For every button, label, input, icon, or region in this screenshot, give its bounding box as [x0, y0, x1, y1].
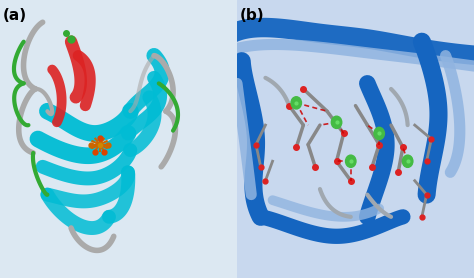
Circle shape	[331, 116, 342, 128]
Text: (a): (a)	[2, 8, 27, 23]
Circle shape	[374, 127, 384, 140]
Text: (b): (b)	[239, 8, 264, 23]
Circle shape	[291, 97, 301, 109]
Circle shape	[402, 155, 413, 167]
Circle shape	[346, 155, 356, 167]
Circle shape	[403, 156, 412, 167]
